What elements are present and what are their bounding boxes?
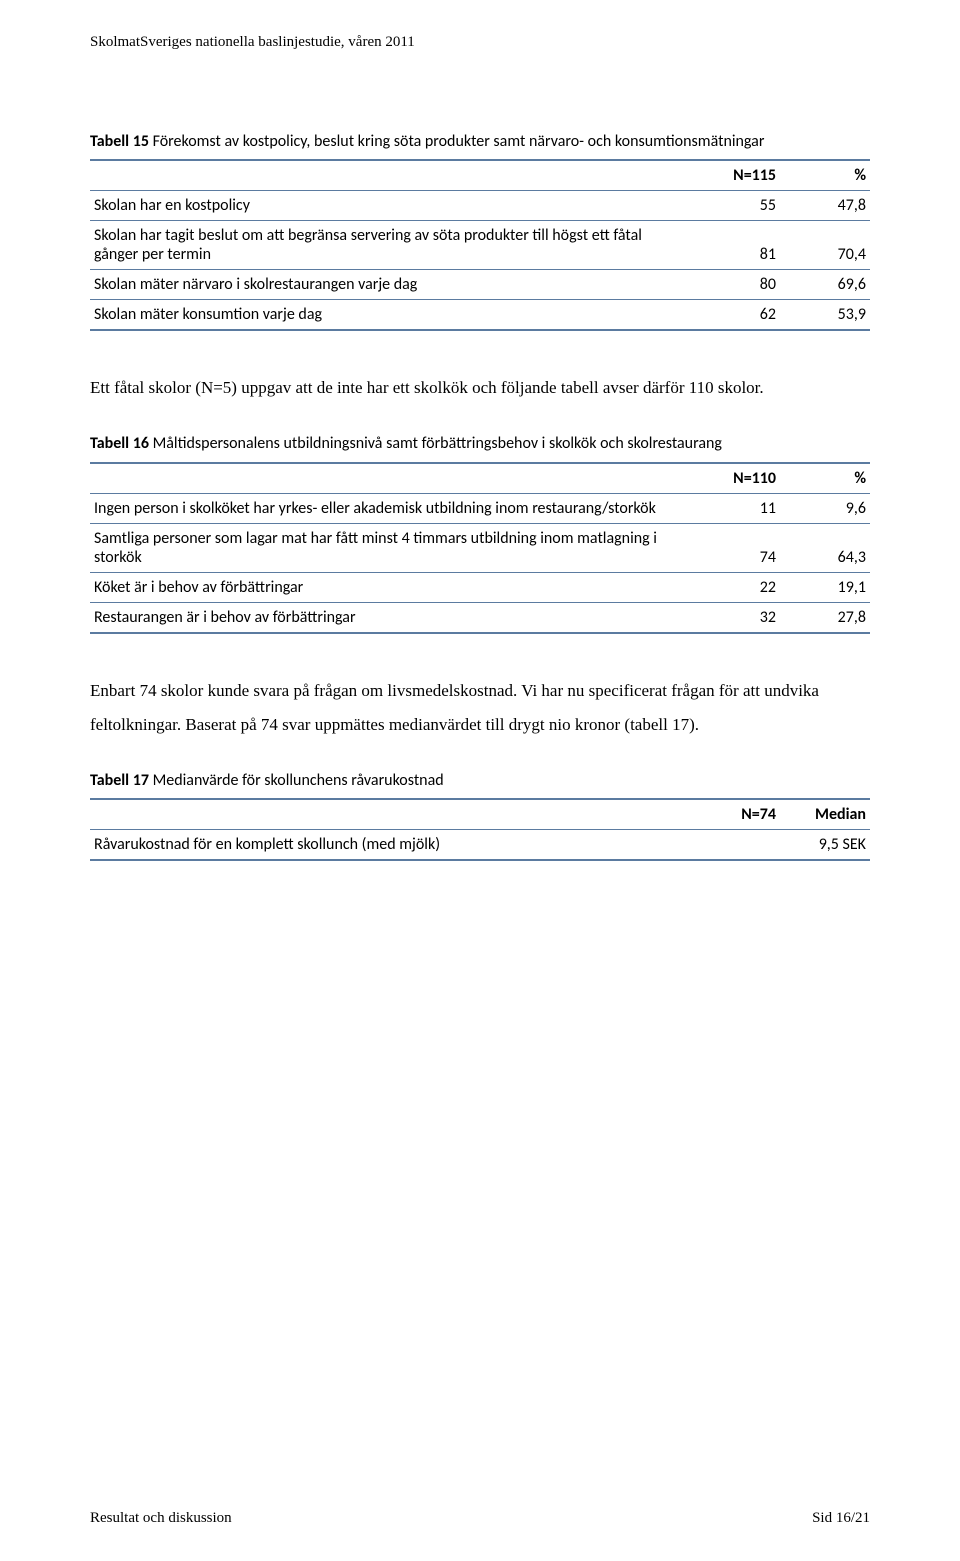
table-header-row: N=74 Median (90, 799, 870, 830)
row-n: 74 (690, 523, 780, 572)
footer-section: Resultat och diskussion (90, 1510, 232, 1527)
table17-caption: Tabell 17 Medianvärde för skollunchens r… (90, 770, 870, 792)
table16-caption-text: Måltidspersonalens utbildningsnivå samt … (149, 434, 722, 453)
table-row: Köket är i behov av förbättringar 22 19,… (90, 572, 870, 602)
paragraph-2: Enbart 74 skolor kunde svara på frågan o… (90, 674, 870, 742)
table-row: Skolan har tagit beslut om att begränsa … (90, 221, 870, 270)
row-pct: 70,4 (780, 221, 870, 270)
footer-page-number: Sid 16/21 (812, 1510, 870, 1527)
row-n (690, 830, 780, 861)
table15-caption-text: Förekomst av kostpolicy, beslut kring sö… (149, 132, 764, 151)
row-pct: 9,5 SEK (780, 830, 870, 861)
row-label: Skolan har tagit beslut om att begränsa … (90, 221, 690, 270)
row-pct: 27,8 (780, 602, 870, 633)
table-row: Skolan mäter konsumtion varje dag 62 53,… (90, 300, 870, 331)
row-pct: 9,6 (780, 493, 870, 523)
table-header-pct: % (780, 160, 870, 191)
row-n: 81 (690, 221, 780, 270)
table-row: Ingen person i skolköket har yrkes- elle… (90, 493, 870, 523)
row-pct: 69,6 (780, 270, 870, 300)
row-label: Skolan mäter närvaro i skolrestaurangen … (90, 270, 690, 300)
table15-caption: Tabell 15 Förekomst av kostpolicy, beslu… (90, 131, 870, 153)
row-label: Köket är i behov av förbättringar (90, 572, 690, 602)
row-label: Samtliga personer som lagar mat har fått… (90, 523, 690, 572)
row-n: 11 (690, 493, 780, 523)
paragraph-1: Ett fåtal skolor (N=5) uppgav att de int… (90, 371, 870, 405)
row-label: Restaurangen är i behov av förbättringar (90, 602, 690, 633)
table17: N=74 Median Råvarukostnad för en komplet… (90, 798, 870, 861)
table-row: Restaurangen är i behov av förbättringar… (90, 602, 870, 633)
page-header: SkolmatSveriges nationella baslinjestudi… (90, 34, 870, 51)
table-row: Skolan mäter närvaro i skolrestaurangen … (90, 270, 870, 300)
table15: N=115 % Skolan har en kostpolicy 55 47,8… (90, 159, 870, 331)
table-header-empty (90, 463, 690, 494)
table-header-empty (90, 799, 690, 830)
table16-caption-bold: Tabell 16 (90, 434, 149, 453)
table16-caption: Tabell 16 Måltidspersonalens utbildnings… (90, 433, 870, 455)
row-n: 55 (690, 191, 780, 221)
table-header-n: N=110 (690, 463, 780, 494)
table-row: Samtliga personer som lagar mat har fått… (90, 523, 870, 572)
row-n: 22 (690, 572, 780, 602)
row-label: Råvarukostnad för en komplett skollunch … (90, 830, 690, 861)
table-header-n: N=115 (690, 160, 780, 191)
row-label: Skolan har en kostpolicy (90, 191, 690, 221)
table17-caption-bold: Tabell 17 (90, 771, 149, 790)
row-n: 32 (690, 602, 780, 633)
row-pct: 19,1 (780, 572, 870, 602)
row-n: 62 (690, 300, 780, 331)
table17-caption-text: Medianvärde för skollunchens råvarukostn… (149, 771, 444, 790)
table-header-pct: Median (780, 799, 870, 830)
table-header-pct: % (780, 463, 870, 494)
row-pct: 64,3 (780, 523, 870, 572)
table15-caption-bold: Tabell 15 (90, 132, 149, 151)
row-pct: 53,9 (780, 300, 870, 331)
table-header-n: N=74 (690, 799, 780, 830)
table-row: Råvarukostnad för en komplett skollunch … (90, 830, 870, 861)
table-header-empty (90, 160, 690, 191)
row-label: Skolan mäter konsumtion varje dag (90, 300, 690, 331)
row-pct: 47,8 (780, 191, 870, 221)
table-row: Skolan har en kostpolicy 55 47,8 (90, 191, 870, 221)
row-label: Ingen person i skolköket har yrkes- elle… (90, 493, 690, 523)
table16: N=110 % Ingen person i skolköket har yrk… (90, 462, 870, 634)
table-header-row: N=115 % (90, 160, 870, 191)
row-n: 80 (690, 270, 780, 300)
page-footer: Resultat och diskussion Sid 16/21 (90, 1510, 870, 1527)
table-header-row: N=110 % (90, 463, 870, 494)
